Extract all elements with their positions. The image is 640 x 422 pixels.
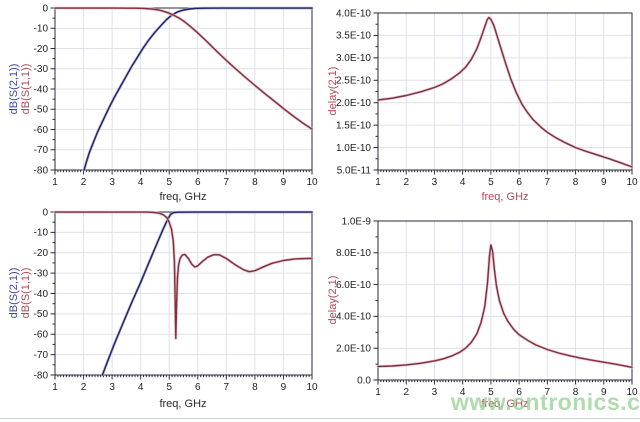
y-tick-label: 3.0E-10: [336, 53, 371, 64]
x-tick-label: 8: [252, 177, 258, 188]
x-tick-label: 10: [306, 382, 318, 393]
y-tick-label: -40: [34, 84, 49, 95]
y-tick-label: 2.0E-10: [336, 344, 371, 355]
x-tick-label: 9: [601, 177, 607, 188]
x-tick-label: 3: [109, 382, 115, 393]
x-tick-label: 1: [52, 177, 58, 188]
y-tick-label: 8.0E-10: [336, 248, 371, 259]
x-tick-label: 7: [224, 382, 230, 393]
x-tick-label: 9: [601, 387, 607, 398]
tl-y-axis-label: dB(S(2,1)) dB(S(1,1)): [8, 64, 32, 115]
x-tick-label: 8: [573, 387, 579, 398]
watermark-text: www.cntronics.com: [451, 389, 640, 415]
x-tick-label: 6: [195, 177, 201, 188]
x-tick-label: 5: [488, 387, 494, 398]
tl-ylabel-s11: dB(S(1,1)): [20, 63, 32, 115]
y-tick-label: 5.0E-11: [337, 165, 372, 176]
y-tick-label: 1.0E-9: [342, 216, 372, 227]
y-tick-label: -30: [34, 64, 49, 75]
plot-tr-highpass-group-delay: 1 2 3 4 5 6 7 8 9 10 4.0E-10 3.5E-10 3.0E-10 2.5E-10 2…: [336, 8, 638, 188]
x-tick-label: 5: [166, 382, 172, 393]
y-tick-label: 1.0E-10: [336, 143, 371, 154]
x-tick-label: 9: [281, 177, 287, 188]
y-tick-label: -20: [34, 248, 49, 259]
y-tick-label: 1.5E-10: [336, 120, 371, 131]
y-tick-label: -20: [34, 44, 49, 55]
tl-x-axis-label: freq, GHz: [159, 191, 207, 203]
x-tick-label: 8: [573, 177, 579, 188]
x-tick-label: 6: [516, 177, 522, 188]
x-tick-label: 6: [516, 387, 522, 398]
x-tick-label: 10: [626, 387, 638, 398]
y-tick-label: -50: [34, 105, 49, 116]
br-y-axis-label: delay(2,1): [327, 276, 339, 325]
y-tick-label: 6.0E-10: [336, 280, 371, 291]
br-ylabel-delay: delay(2,1): [327, 275, 339, 325]
x-tick-label: 6: [195, 382, 201, 393]
tr-x-axis-label: freq, GHz: [481, 191, 529, 203]
x-tick-label: 7: [224, 177, 230, 188]
x-tick-label: 2: [403, 387, 409, 398]
x-tick-label: 3: [432, 387, 438, 398]
x-tick-label: 4: [138, 177, 144, 188]
x-tick-label: 4: [460, 177, 466, 188]
y-tick-label: 2.5E-10: [336, 76, 371, 87]
y-tick-label: 4.0E-10: [336, 312, 371, 323]
y-tick-label: -10: [34, 228, 49, 239]
x-tick-label: 5: [488, 177, 494, 188]
plot-bl-bandpass-s-parameters: 1 2 3 4 5 6 7 8 9 10 0 -10 -20 -30 -40 -50 -60 -70 -80: [34, 207, 318, 393]
y-tick-label: -80: [34, 370, 49, 381]
plot-br-bandpass-group-delay: 1 2 3 4 5 6 7 8 9 10 1.0E-9 8.0E-10 6.0E-10 4.0E-10 2.…: [336, 216, 638, 398]
bl-ylabel-s11: dB(S(1,1)): [20, 267, 32, 319]
x-tick-label: 3: [109, 177, 115, 188]
x-tick-label: 2: [81, 177, 87, 188]
plot-tl-highpass-s-parameters: 1 2 3 4 5 6 7 8 9 10 0 -10 -20 -30 -40 -50 -60 -70 -80: [34, 3, 318, 188]
y-tick-label: -30: [34, 268, 49, 279]
y-tick-label: -50: [34, 309, 49, 320]
tr-y-axis-label: delay(2,1): [327, 67, 339, 116]
y-tick-label: -60: [34, 125, 49, 136]
x-tick-label: 1: [375, 387, 381, 398]
bottom-divider: [0, 418, 640, 419]
x-tick-label: 10: [626, 177, 638, 188]
x-tick-label: 4: [460, 387, 466, 398]
x-tick-label: 8: [252, 382, 258, 393]
y-tick-label: -80: [34, 165, 49, 176]
x-tick-label: 2: [81, 382, 87, 393]
y-tick-label: 0: [42, 3, 48, 14]
x-tick-label: 1: [375, 177, 381, 188]
br-x-axis-label: freq, GHz: [481, 398, 529, 410]
y-tick-label: -70: [34, 145, 49, 156]
y-tick-label: -10: [34, 24, 49, 35]
y-tick-label: 2.0E-10: [336, 98, 371, 109]
bl-y-axis-label: dB(S(2,1)) dB(S(1,1)): [8, 268, 32, 319]
y-tick-label: 4.0E-10: [336, 8, 371, 19]
x-tick-label: 7: [545, 177, 551, 188]
y-tick-label: -40: [34, 289, 49, 300]
x-tick-label: 9: [281, 382, 287, 393]
tr-ylabel-delay: delay(2,1): [327, 66, 339, 116]
y-tick-label: -60: [34, 330, 49, 341]
y-tick-label: -70: [34, 350, 49, 361]
x-tick-label: 4: [138, 382, 144, 393]
x-tick-label: 7: [545, 387, 551, 398]
y-tick-label: 0.0: [357, 375, 371, 386]
x-tick-label: 2: [403, 177, 409, 188]
x-tick-label: 1: [52, 382, 58, 393]
x-tick-label: 5: [166, 177, 172, 188]
bl-x-axis-label: freq, GHz: [159, 398, 207, 410]
y-tick-label: 3.5E-10: [336, 31, 371, 42]
x-tick-label: 10: [306, 177, 318, 188]
tl-ylabel-s21: dB(S(2,1)): [8, 63, 20, 115]
bl-ylabel-s21: dB(S(2,1)): [8, 267, 20, 319]
x-tick-label: 3: [432, 177, 438, 188]
y-tick-label: 0: [42, 207, 48, 218]
